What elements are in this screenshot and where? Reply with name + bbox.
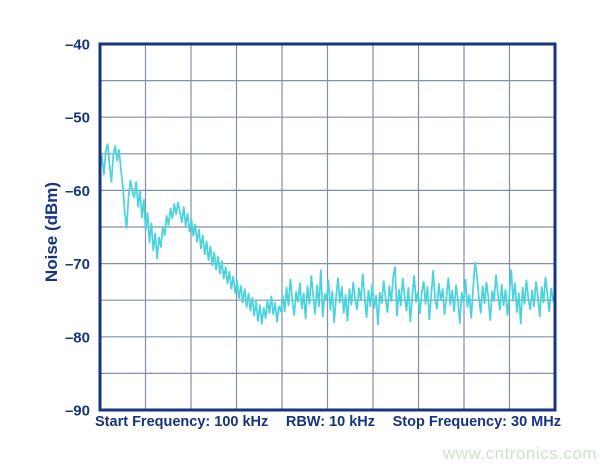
y-tick-labels: –40 –50 –60 –70 –80 –90 — [65, 37, 90, 420]
caption-stop-frequency: Stop Frequency: 30 MHz — [392, 414, 561, 430]
caption-start-frequency: Start Frequency: 100 kHz — [95, 414, 269, 430]
y-tick-label: –40 — [65, 37, 90, 54]
y-tick-label: –70 — [65, 256, 90, 273]
y-tick-label: –80 — [65, 329, 90, 346]
y-tick-label: –50 — [65, 110, 90, 127]
grid-lines — [100, 44, 555, 410]
noise-trace — [99, 143, 556, 326]
watermark-text: www.cntronics.com — [443, 444, 597, 463]
plot-border — [98, 42, 557, 412]
noise-trace-line — [99, 143, 556, 326]
y-tick-label: –60 — [65, 183, 90, 200]
plot-border-rect — [98, 42, 557, 412]
y-tick-label: –90 — [65, 403, 90, 420]
caption-rbw: RBW: 10 kHz — [285, 414, 376, 430]
y-axis-label: Noise (dBm) — [42, 181, 61, 283]
x-axis-caption: Start Frequency: 100 kHz RBW: 10 kHz Sto… — [95, 414, 561, 430]
